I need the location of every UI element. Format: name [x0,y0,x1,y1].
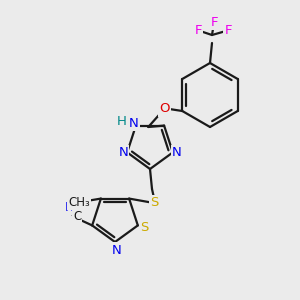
Text: CH₃: CH₃ [68,196,90,209]
Text: N: N [64,201,74,214]
Text: S: S [140,221,148,234]
Text: N: N [129,117,139,130]
Text: S: S [150,196,158,209]
Text: N: N [112,244,122,256]
Text: C: C [73,210,81,223]
Text: N: N [172,146,182,159]
Text: O: O [159,103,169,116]
Text: F: F [194,25,202,38]
Text: H: H [117,115,127,128]
Text: F: F [210,16,218,28]
Text: F: F [224,25,232,38]
Text: N: N [118,146,128,159]
